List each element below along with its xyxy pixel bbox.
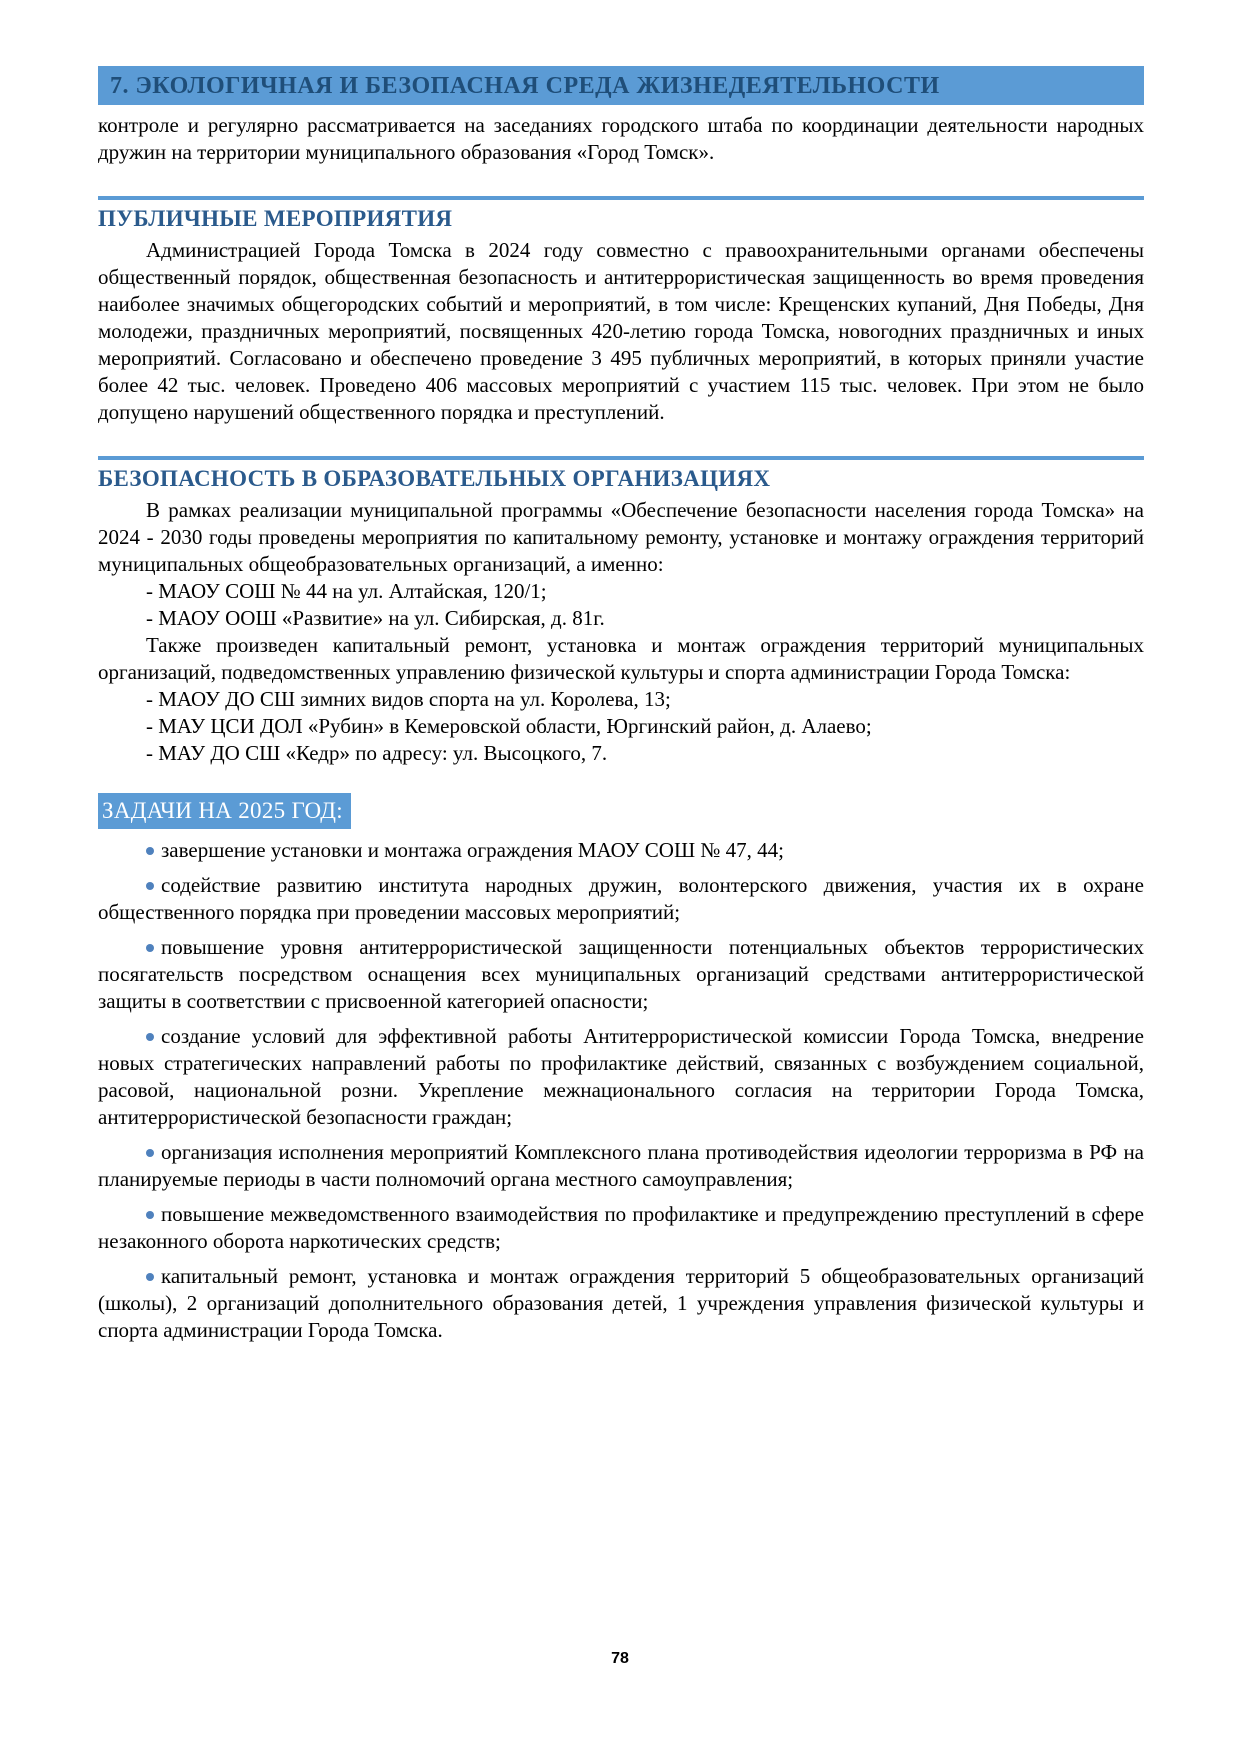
bullet-dot-icon — [146, 1033, 154, 1042]
bullet-item: повышение уровня антитеррористической за… — [98, 934, 1144, 1015]
edu-safety-paragraph-2: Также произведен капитальный ремонт, уст… — [98, 632, 1144, 684]
bullet-dot-icon — [146, 1273, 154, 1282]
bullet-item-text: повышение межведомственного взаимодейств… — [98, 1202, 1144, 1254]
bullet-item-text: организация исполнения мероприятий Компл… — [98, 1140, 1144, 1192]
section-heading-edu-safety: БЕЗОПАСНОСТЬ В ОБРАЗОВАТЕЛЬНЫХ ОРГАНИЗАЦ… — [98, 466, 771, 492]
section-public-events: ПУБЛИЧНЫЕ МЕРОПРИЯТИЯ Администрацией Гор… — [98, 196, 1144, 426]
list-item: - МАОУ ДО СШ зимних видов спорта на ул. … — [146, 686, 671, 711]
bullet-item-text: завершение установки и монтажа ограждени… — [161, 838, 784, 863]
list-item: - МАОУ ООШ «Развитие» на ул. Сибирская, … — [146, 605, 605, 630]
chapter-title: 7. ЭКОЛОГИЧНАЯ И БЕЗОПАСНАЯ СРЕДА ЖИЗНЕД… — [110, 73, 940, 99]
intro-paragraph: контроле и регулярно рассматривается на … — [98, 113, 1144, 165]
bullet-dot-icon — [146, 882, 154, 891]
bullet-dot-icon — [146, 847, 154, 856]
tasks-2025-heading: ЗАДАЧИ НА 2025 ГОД: — [98, 792, 351, 830]
bullet-item: создание условий для эффективной работы … — [98, 1023, 1144, 1131]
bullet-item: организация исполнения мероприятий Компл… — [98, 1139, 1144, 1193]
public-events-paragraph: Администрацией Города Томска в 2024 году… — [98, 238, 1144, 425]
bullet-item: капитальный ремонт, установка и монтаж о… — [98, 1263, 1144, 1344]
chapter-header-bar: 7. ЭКОЛОГИЧНАЯ И БЕЗОПАСНАЯ СРЕДА ЖИЗНЕД… — [98, 66, 1144, 106]
section-heading-public-events: ПУБЛИЧНЫЕ МЕРОПРИЯТИЯ — [98, 206, 453, 232]
list-item: - МАОУ СОШ № 44 на ул. Алтайская, 120/1; — [146, 578, 547, 603]
section-edu-safety: БЕЗОПАСНОСТЬ В ОБРАЗОВАТЕЛЬНЫХ ОРГАНИЗАЦ… — [98, 456, 1144, 767]
bullet-item-text: повышение уровня антитеррористической за… — [98, 935, 1144, 1014]
bullet-item-text: капитальный ремонт, установка и монтаж о… — [98, 1264, 1144, 1343]
list-item: - МАУ ЦСИ ДОЛ «Рубин» в Кемеровской обла… — [146, 713, 872, 738]
bullet-item-text: создание условий для эффективной работы … — [98, 1024, 1144, 1130]
bullet-dot-icon — [146, 944, 154, 953]
list-item: - МАУ ДО СШ «Кедр» по адресу: ул. Высоцк… — [146, 740, 608, 765]
bullet-item: повышение межведомственного взаимодейств… — [98, 1201, 1144, 1255]
bullet-item-text: содействие развитию института народных д… — [98, 873, 1144, 925]
page-number: 78 — [611, 1650, 629, 1667]
bullet-item: содействие развитию института народных д… — [98, 872, 1144, 926]
edu-safety-paragraph-1: В рамках реализации муниципальной програ… — [98, 497, 1144, 576]
bullet-item: завершение установки и монтажа ограждени… — [98, 837, 1144, 864]
bullet-dot-icon — [146, 1211, 154, 1220]
bullet-dot-icon — [146, 1149, 154, 1158]
